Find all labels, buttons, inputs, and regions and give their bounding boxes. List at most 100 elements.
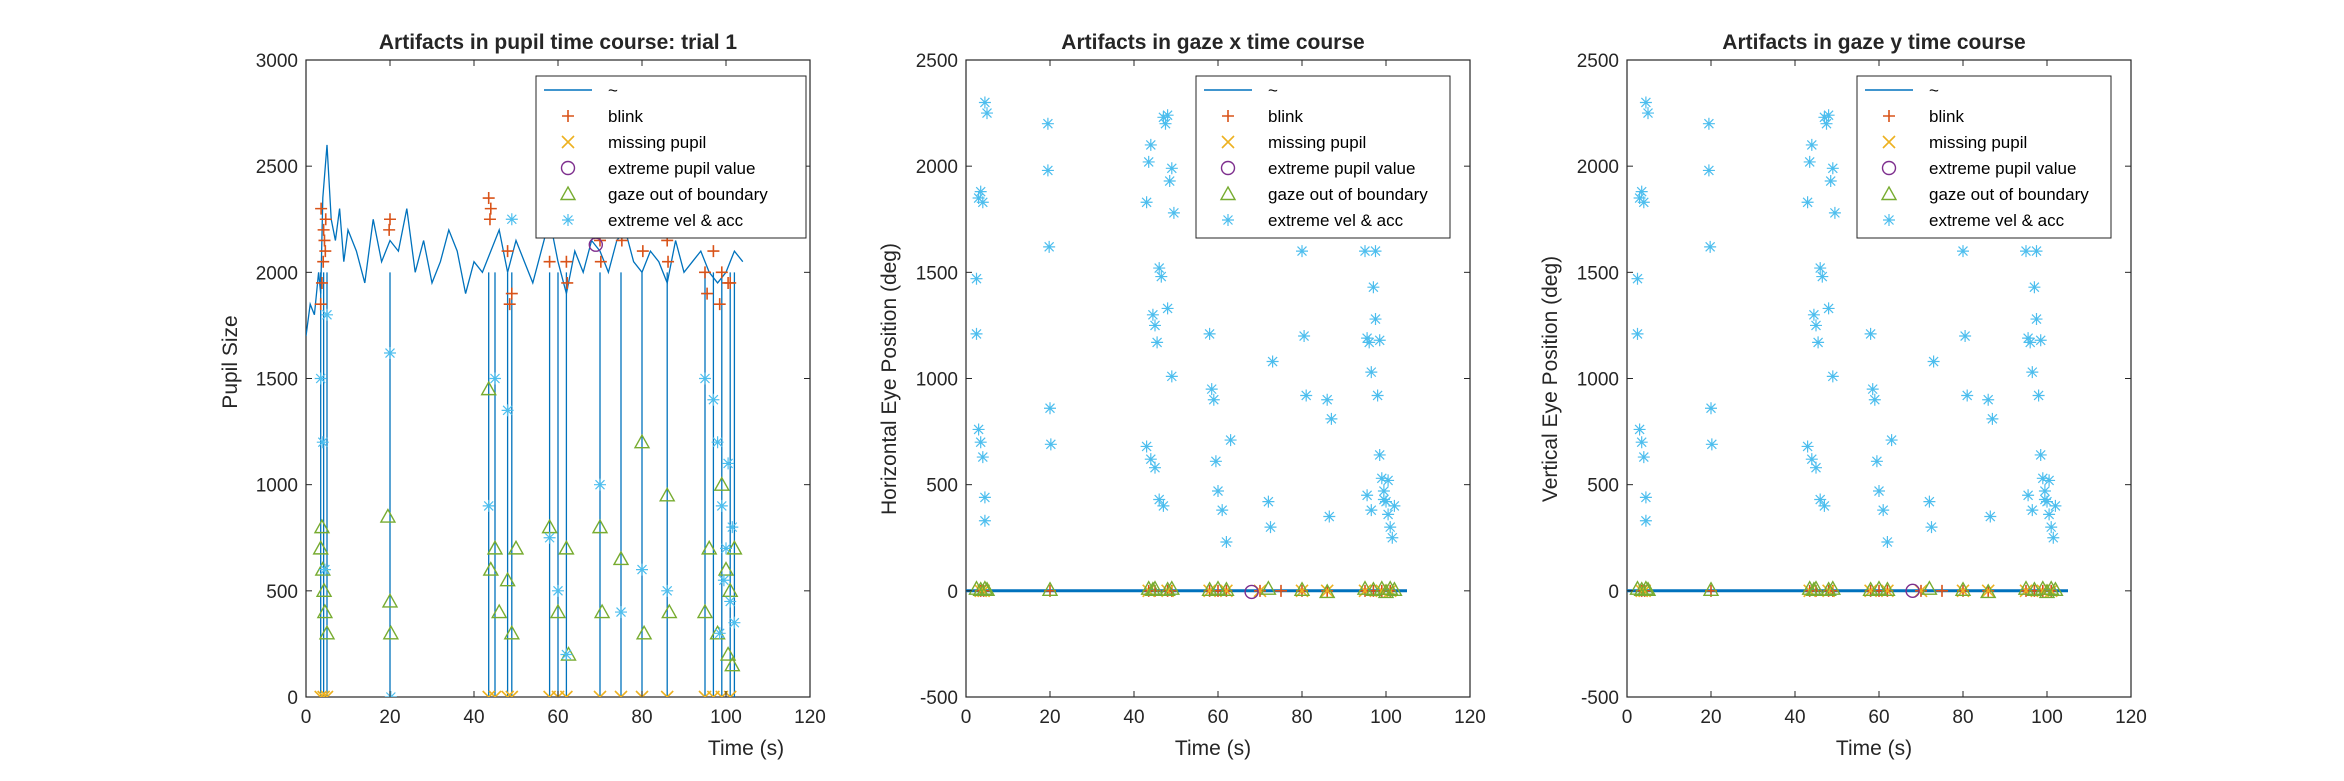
legend-circle-icon <box>1220 160 1236 176</box>
point-extreme-vel-acc <box>1044 438 1057 451</box>
point-gaze-out-of-boundary <box>2043 580 2060 595</box>
y-axis-label: Pupil Size <box>219 315 242 408</box>
legend-label: extreme vel & acc <box>608 211 744 230</box>
point-extreme-vel-acc <box>720 542 732 555</box>
x-tick-label: 60 <box>547 707 568 728</box>
point-gaze-out-of-boundary <box>2026 581 2043 596</box>
point-extreme-vel-acc <box>1982 393 1995 406</box>
point-extreme-vel-acc <box>726 521 739 534</box>
point-extreme-vel-acc <box>2036 472 2049 485</box>
panel-gaze-x: Artifacts in gaze x time course Time (s)… <box>878 31 1486 760</box>
y-axis-label: Horizontal Eye Position (deg) <box>878 243 901 515</box>
point-extreme-vel-acc <box>2038 493 2051 506</box>
point-extreme-vel-acc <box>1881 535 1894 548</box>
point-gaze-out-of-boundary <box>1356 580 1374 595</box>
point-gaze-out-of-boundary <box>696 603 714 619</box>
point-gaze-out-of-boundary <box>558 539 575 555</box>
point-gaze-out-of-boundary <box>612 550 630 566</box>
data-layer <box>1627 96 2068 599</box>
point-blink <box>505 287 518 300</box>
point-extreme-vel-acc <box>482 499 495 512</box>
point-extreme-vel-acc <box>1041 117 1054 130</box>
point-extreme-vel-acc <box>1159 117 1172 130</box>
point-blink <box>318 234 331 247</box>
point-blink <box>722 276 735 289</box>
point-blink <box>315 202 328 215</box>
point-gaze-out-of-boundary <box>1209 580 1227 595</box>
point-gaze-out-of-boundary <box>1637 580 1655 595</box>
point-extreme-vel-acc <box>1801 196 1814 209</box>
point-extreme-vel-acc <box>1149 461 1161 474</box>
point-extreme-vel-acc <box>1140 440 1153 453</box>
point-gaze-out-of-boundary <box>2017 580 2035 595</box>
point-extreme-vel-acc <box>1321 393 1334 406</box>
point-extreme-vel-acc <box>2043 474 2056 487</box>
point-extreme-vel-acc <box>1144 453 1157 466</box>
point-blink <box>715 266 728 279</box>
legend: ~ blink missing pupil extreme pupil value ga… <box>1195 75 1451 239</box>
point-blink <box>707 245 720 258</box>
x-tick-label: 80 <box>1291 707 1312 728</box>
legend-star-icon <box>1222 214 1234 226</box>
x-tick-label: 60 <box>1207 707 1228 728</box>
point-gaze-out-of-boundary <box>2047 581 2064 596</box>
point-extreme-vel-acc <box>978 514 991 527</box>
point-missing-pupil <box>635 690 649 697</box>
point-extreme-vel-acc <box>505 213 518 226</box>
point-extreme-vel-acc <box>1639 491 1652 504</box>
point-extreme-vel-acc <box>722 457 735 470</box>
point-gaze-out-of-boundary <box>486 539 504 555</box>
y-tick-label: 500 <box>926 476 958 497</box>
point-blink <box>501 245 514 258</box>
point-gaze-out-of-boundary <box>1146 580 1164 595</box>
point-extreme-vel-acc <box>1157 499 1170 512</box>
point-gaze-out-of-boundary <box>1702 581 1720 596</box>
point-blink <box>701 287 714 300</box>
point-extreme-vel-acc <box>1157 111 1170 124</box>
point-extreme-vel-acc <box>1361 332 1374 345</box>
point-extreme-vel-acc <box>1923 495 1936 508</box>
point-extreme-vel-acc <box>978 96 991 109</box>
point-gaze-out-of-boundary <box>1041 581 1059 596</box>
x-tick-label: 40 <box>463 707 484 728</box>
point-extreme-vel-acc <box>1365 504 1378 517</box>
point-gaze-out-of-boundary <box>482 561 499 576</box>
legend-label: blink <box>608 107 643 126</box>
point-extreme-vel-acc <box>1642 107 1654 120</box>
y-tick-label: 2000 <box>1577 157 1619 178</box>
point-blink <box>699 266 711 279</box>
point-gaze-out-of-boundary <box>503 624 520 640</box>
y-tick-label: 0 <box>287 688 298 709</box>
point-extreme-vel-acc <box>713 627 726 640</box>
point-extreme-vel-acc <box>2034 334 2047 347</box>
chart-title: Artifacts in pupil time course: trial 1 <box>379 31 738 54</box>
point-gaze-out-of-boundary <box>1639 581 1657 596</box>
y-tick-label: 0 <box>1608 582 1619 603</box>
legend-label: extreme pupil value <box>608 159 755 178</box>
point-extreme-vel-acc <box>1161 109 1174 122</box>
point-extreme-vel-acc <box>1824 175 1837 188</box>
point-extreme-vel-acc <box>1826 162 1839 175</box>
point-blink <box>319 213 332 226</box>
legend-label: ~ <box>1268 81 1278 100</box>
point-extreme-vel-acc <box>1043 240 1056 253</box>
x-tick-label: 20 <box>379 707 400 728</box>
point-gaze-out-of-boundary <box>549 603 567 619</box>
point-extreme-vel-acc <box>1296 245 1308 258</box>
point-missing-pupil <box>505 690 519 697</box>
point-extreme-vel-acc <box>1224 434 1237 447</box>
point-extreme-vel-acc <box>1144 138 1157 151</box>
point-extreme-vel-acc <box>552 584 564 597</box>
point-extreme-vel-acc <box>707 393 720 406</box>
point-extreme-vel-acc <box>1140 196 1153 209</box>
data-layer <box>966 96 1407 600</box>
point-missing-pupil <box>488 690 502 697</box>
point-extreme-vel-acc <box>2034 448 2047 461</box>
x-tick-label: 100 <box>2031 707 2063 728</box>
point-extreme-vel-acc <box>1822 302 1835 315</box>
point-extreme-vel-acc <box>1705 402 1717 415</box>
point-gaze-out-of-boundary <box>480 380 497 396</box>
point-gaze-out-of-boundary <box>1373 580 1390 595</box>
point-extreme-vel-acc <box>1805 453 1818 466</box>
y-axis-label: Vertical Eye Position (deg) <box>1539 256 1562 502</box>
